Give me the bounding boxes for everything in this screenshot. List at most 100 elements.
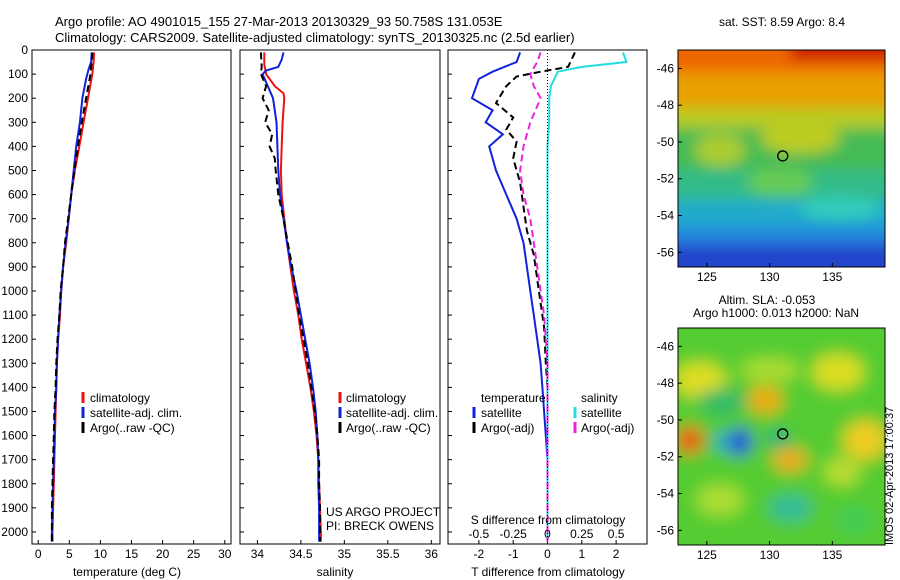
depth-axis: 0 100 200 300 400 500 600 700 800 900 1000 1100 1200… (1, 43, 452, 539)
depth-tick-label: 100 (8, 67, 28, 81)
depth-tick-label: 1100 (2, 308, 28, 322)
x-tick-label: 5 (66, 547, 73, 561)
x-tick-label: 2 (613, 547, 620, 561)
map-y-tick-label: -48 (657, 376, 675, 390)
sla-map-axes: 125 130 135 -46 -48 -50 -52 -54 -56 (657, 339, 843, 562)
x-tick-label: -1 (508, 547, 519, 561)
legend-label-satellite: satellite-adj. clim. (90, 406, 182, 420)
series-line (546, 52, 628, 542)
salinity-series (259, 52, 322, 542)
legend-label-sal-satellite: satellite (581, 406, 622, 420)
depth-tick-label: 500 (8, 163, 28, 177)
x-tick-label: 10 (94, 547, 108, 561)
temperature-series (50, 52, 96, 542)
sla-map-frame (677, 327, 886, 546)
map-y-tick-label: -54 (657, 209, 675, 223)
depth-tick-label: 1600 (1, 429, 28, 443)
x-tick-label: 20 (156, 547, 170, 561)
difference-legend-temperature: temperature satellite Argo(-adj) (472, 391, 546, 435)
legend-label-satellite: satellite-adj. clim. (346, 406, 438, 420)
map-x-tick-label: 125 (697, 548, 717, 562)
series-line (261, 52, 321, 542)
depth-tick-label: 900 (8, 260, 28, 274)
salinity-x-axis: 34 34.5 35 35.5 36 (251, 540, 439, 561)
x-tick-label: 0 (544, 547, 551, 561)
x-tick-label: 35 (338, 547, 352, 561)
series-line (519, 52, 549, 542)
series-line (51, 52, 96, 542)
map-y-tick-label: -52 (657, 172, 675, 186)
salinity-panel-frame (239, 49, 441, 545)
series-line (494, 51, 576, 542)
x-tick-label: 34.5 (289, 547, 313, 561)
difference-legend-salinity: salinity satellite Argo(-adj) (573, 391, 634, 435)
map-x-tick-label: 125 (697, 270, 717, 284)
map-x-tick-label: 130 (760, 270, 780, 284)
sst-argo-position-marker (777, 150, 789, 162)
salinity-legend: climatology satellite-adj. clim. Argo(..… (338, 391, 438, 435)
legend-label-climatology: climatology (346, 391, 406, 405)
map-y-tick-label: -56 (657, 523, 675, 537)
figure-title-line1: Argo profile: AO 4901015_155 27-Mar-2013… (55, 14, 503, 29)
depth-tick-label: 700 (8, 212, 28, 226)
sst-map-title: sat. SST: 8.59 Argo: 8.4 (719, 15, 845, 29)
depth-tick-label: 1700 (1, 453, 28, 467)
figure-title-line2: Climatology: CARS2009. Satellite-adjuste… (55, 30, 575, 45)
depth-tick-label: 0 (21, 43, 28, 57)
x-tick-label-s: -0.5 (469, 527, 490, 541)
legend-title-temperature: temperature (481, 391, 546, 405)
salinity-xlabel: salinity (317, 565, 354, 579)
x-tick-label-s: -0.25 (500, 527, 528, 541)
map-y-tick-label: -50 (657, 135, 675, 149)
x-tick-label: -2 (474, 547, 485, 561)
legend-label-climatology: climatology (90, 391, 150, 405)
sst-map-axes: 125 130 135 -46 -48 -50 -52 -54 -56 (657, 61, 843, 284)
legend-label-argo: Argo(..raw -QC) (90, 421, 175, 435)
x-tick-label: 34 (251, 547, 265, 561)
temperature-xlabel: temperature (deg C) (73, 565, 181, 579)
x-tick-label: 35.5 (376, 547, 400, 561)
depth-tick-label: 600 (8, 188, 28, 202)
x-tick-label: 36 (425, 547, 439, 561)
map-x-tick-label: 135 (822, 548, 842, 562)
temperature-legend: climatology satellite-adj. clim. Argo(..… (81, 391, 182, 435)
depth-tick-label: 1400 (1, 380, 28, 394)
series-line (50, 52, 93, 542)
map-x-tick-label: 135 (822, 270, 842, 284)
series-line (263, 52, 322, 542)
legend-title-salinity: salinity (581, 391, 618, 405)
depth-tick-label: 1900 (1, 501, 28, 515)
map-y-tick-label: -54 (657, 487, 675, 501)
x-tick-label: 30 (218, 547, 232, 561)
x-tick-label: 15 (125, 547, 139, 561)
depth-tick-label: 800 (8, 236, 28, 250)
x-tick-label-s: 0.5 (608, 527, 625, 541)
series-line (50, 52, 94, 542)
map-y-tick-label: -48 (657, 98, 675, 112)
map-y-tick-label: -46 (657, 61, 675, 75)
x-tick-label: 1 (578, 547, 585, 561)
depth-tick-label: 1500 (1, 404, 28, 418)
sla-map-title-line1: Altim. SLA: -0.053 (719, 293, 816, 307)
legend-label-temp-argo: Argo(-adj) (481, 421, 534, 435)
legend-label-temp-satellite: satellite (481, 406, 522, 420)
difference-xlabel: T difference from climatology (471, 565, 625, 579)
x-tick-label-s: 0.25 (570, 527, 594, 541)
depth-tick-label: 2000 (1, 525, 28, 539)
sst-heatmap (678, 50, 885, 267)
map-x-tick-label: 130 (760, 548, 780, 562)
map-y-tick-label: -50 (657, 413, 675, 427)
depth-tick-label: 200 (8, 91, 28, 105)
legend-label-argo: Argo(..raw -QC) (346, 421, 431, 435)
depth-tick-label: 1300 (1, 356, 28, 370)
difference-xlabel-top: S difference from climatology (471, 513, 626, 527)
depth-tick-label: 1000 (1, 284, 28, 298)
series-line (470, 52, 549, 542)
depth-tick-label: 1800 (1, 477, 28, 491)
map-y-tick-label: -52 (657, 450, 675, 464)
difference-series (470, 51, 628, 542)
x-tick-label: 0 (35, 547, 42, 561)
x-tick-label: 25 (187, 547, 201, 561)
